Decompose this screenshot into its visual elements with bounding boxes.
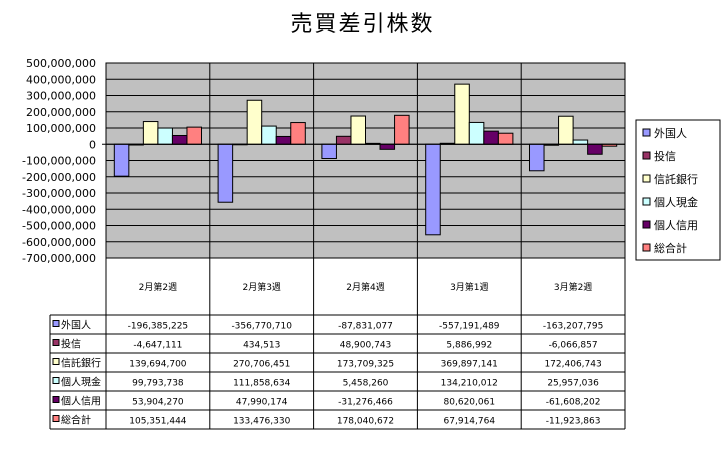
bar-5 xyxy=(483,130,499,145)
bar-5 xyxy=(379,143,396,150)
y-tick-label: -100,000,000 xyxy=(22,155,96,168)
y-tick-label: -200,000,000 xyxy=(22,171,96,184)
data-label: -557,191,489 xyxy=(439,322,500,332)
data-label: 134,210,012 xyxy=(441,379,498,389)
legend-label: 外国人 xyxy=(654,127,687,140)
data-label: 434,513 xyxy=(243,341,280,351)
data-label: -163,207,795 xyxy=(543,322,604,332)
bar-3 xyxy=(558,115,574,145)
y-tick-label: -600,000,000 xyxy=(22,236,96,249)
data-label: 105,351,444 xyxy=(129,417,187,427)
category-label: 3月第2週 xyxy=(554,281,592,293)
legend-key xyxy=(642,197,651,206)
bar-1 xyxy=(425,143,441,236)
legend-key xyxy=(642,243,651,252)
bar-3 xyxy=(246,99,263,145)
legend-label: 個人信用 xyxy=(654,219,698,232)
bar-1 xyxy=(113,143,130,177)
bar-3 xyxy=(142,121,159,145)
table-row-label: 個人現金 xyxy=(61,376,101,389)
category-label: 2月第4週 xyxy=(346,281,384,293)
data-label: 25,957,036 xyxy=(547,379,599,389)
y-tick-label: -700,000,000 xyxy=(22,252,96,265)
y-tick-label: 400,000,000 xyxy=(26,73,96,86)
y-tick-label: 300,000,000 xyxy=(26,90,96,103)
legend-label: 信託銀行 xyxy=(654,172,698,186)
data-label: -6,066,857 xyxy=(549,341,598,351)
category-label: 2月第2週 xyxy=(139,281,177,293)
data-label: -31,276,466 xyxy=(338,398,393,408)
table-legend-key xyxy=(52,320,60,327)
data-label: 5,458,260 xyxy=(343,379,389,389)
data-label: 111,858,634 xyxy=(233,379,291,389)
legend-key xyxy=(642,151,651,160)
y-tick-label: 0 xyxy=(89,138,96,151)
category-label: 2月第3週 xyxy=(242,281,280,293)
bar-5 xyxy=(587,143,603,155)
legend-label: 投信 xyxy=(654,149,676,163)
data-label: 99,793,738 xyxy=(132,379,184,389)
table-row-label: 個人信用 xyxy=(61,395,101,408)
y-tick-label: -400,000,000 xyxy=(22,203,96,216)
data-label: 369,897,141 xyxy=(441,360,498,370)
y-tick-label: -300,000,000 xyxy=(22,187,96,200)
bar-1 xyxy=(321,143,337,160)
data-label: 172,406,743 xyxy=(544,360,601,370)
bar-1 xyxy=(529,143,545,172)
data-label: -87,831,077 xyxy=(338,322,393,332)
table-row-label: 信託銀行 xyxy=(61,357,101,370)
bar-3 xyxy=(454,83,470,145)
data-label: 80,620,061 xyxy=(444,398,496,408)
table-row-label: 外国人 xyxy=(61,320,91,332)
data-label: 5,886,992 xyxy=(446,341,492,351)
legend-key xyxy=(642,220,651,229)
legend-key xyxy=(642,174,651,183)
bar-3 xyxy=(350,115,366,145)
legend-label: 総合計 xyxy=(654,241,687,255)
data-label: 53,904,270 xyxy=(132,398,184,408)
table-legend-key xyxy=(52,358,60,365)
data-label: 139,694,700 xyxy=(129,360,187,370)
data-label: 173,709,325 xyxy=(337,360,394,370)
table-row-label: 投信 xyxy=(61,338,81,351)
data-label: -356,770,710 xyxy=(231,322,292,332)
legend-box xyxy=(635,119,721,261)
table-legend-key xyxy=(52,415,60,422)
data-label: -61,608,202 xyxy=(546,398,601,408)
bar-6 xyxy=(497,132,514,145)
table-row-label: 総合計 xyxy=(61,414,91,427)
y-tick-label: -500,000,000 xyxy=(22,220,96,233)
y-tick-label: 100,000,000 xyxy=(26,122,96,135)
table-legend-key xyxy=(52,339,60,346)
y-tick-label: 200,000,000 xyxy=(26,106,96,119)
table-legend-key xyxy=(52,377,60,384)
bar-5 xyxy=(171,134,188,145)
data-label: 47,990,174 xyxy=(236,398,288,408)
data-label: 178,040,672 xyxy=(337,417,394,427)
legend-key xyxy=(642,128,651,137)
bar-6 xyxy=(394,114,410,145)
data-label: -11,923,863 xyxy=(546,417,601,427)
data-label: 67,914,764 xyxy=(444,417,496,427)
bar-2 xyxy=(335,135,352,145)
legend-label: 個人現金 xyxy=(654,195,698,209)
bar-6 xyxy=(290,122,306,145)
data-label: -196,385,225 xyxy=(128,322,189,332)
chart-title: 売買差引株数 xyxy=(290,12,435,37)
y-tick-label: 500,000,000 xyxy=(26,57,96,70)
data-label: 270,706,451 xyxy=(233,360,290,370)
bar-4 xyxy=(261,125,277,145)
data-label: -4,647,111 xyxy=(133,341,182,351)
bar-5 xyxy=(275,135,292,145)
data-label: 48,900,743 xyxy=(340,341,392,351)
table-legend-key xyxy=(52,396,60,403)
bar-6 xyxy=(186,126,202,145)
bar-4 xyxy=(468,121,485,145)
category-label: 3月第1週 xyxy=(450,281,488,293)
bar-4 xyxy=(157,127,173,145)
data-label: 133,476,330 xyxy=(233,417,291,427)
bar-1 xyxy=(217,143,234,203)
bar-4 xyxy=(572,139,589,145)
